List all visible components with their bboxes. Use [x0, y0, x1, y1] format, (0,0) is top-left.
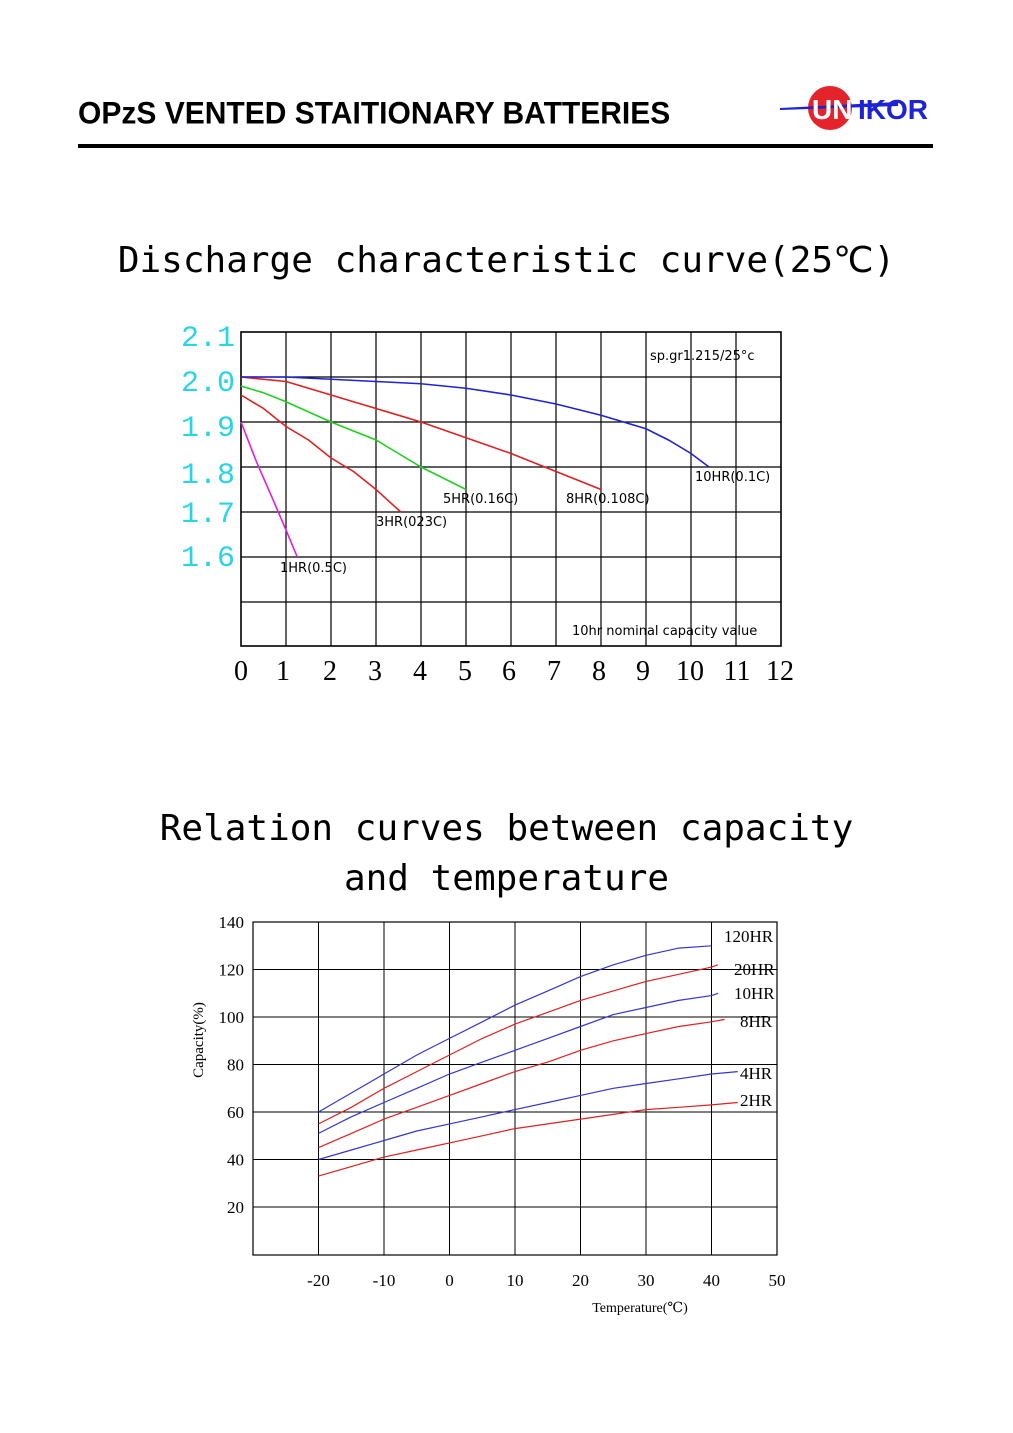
capacity-series-line: [318, 964, 719, 1125]
capacity-x-tick-label: 30: [638, 1271, 655, 1290]
capacity-series-label: 20HR: [734, 960, 775, 979]
discharge-x-tick-label: 12: [766, 656, 794, 687]
capacity-x-tick-label: 0: [445, 1271, 454, 1290]
capacity-x-axis-label: Temperature(℃): [592, 1301, 688, 1316]
discharge-series-label: 10HR(0.1C): [695, 470, 770, 485]
capacity-y-tick-label: 140: [219, 913, 245, 932]
discharge-x-tick-label: 4: [413, 656, 427, 687]
discharge-x-tick-label: 8: [592, 656, 606, 687]
capacity-y-tick-label: 100: [219, 1008, 245, 1027]
capacity-series-line: [318, 1071, 738, 1161]
capacity-y-tick-label: 120: [219, 961, 245, 980]
capacity-series-line: [318, 992, 719, 1134]
capacity-series-label: 2HR: [740, 1091, 773, 1110]
discharge-y-tick-label: 2.1: [181, 322, 235, 356]
discharge-y-tick-label: 1.9: [181, 412, 235, 446]
capacity-series-label: 120HR: [724, 927, 774, 946]
discharge-x-tick-label: 11: [724, 656, 751, 687]
capacity-series-line: [318, 1101, 738, 1177]
capacity-x-tick-label: -20: [307, 1271, 330, 1290]
capacity-series-label: 10HR: [734, 984, 775, 1003]
capacity-x-tick-label: 50: [769, 1271, 786, 1290]
capacity-series-line: [318, 945, 712, 1113]
unikor-logo: UN IKOR: [780, 86, 928, 130]
discharge-y-tick-label: 1.8: [181, 459, 235, 493]
discharge-x-tick-label: 9: [636, 656, 650, 687]
discharge-series-line: [241, 376, 710, 468]
discharge-annotation: sp.gr1.215/25°c: [650, 349, 755, 364]
logo-swoosh: [780, 102, 898, 110]
logo-text-ikor: IKOR: [858, 94, 928, 125]
capacity-x-tick-label: -10: [373, 1271, 396, 1290]
capacity-y-tick-label: 20: [227, 1198, 244, 1217]
capacity-y-axis-label: Capacity(%): [191, 1002, 207, 1078]
discharge-y-tick-label: 1.6: [181, 542, 235, 576]
discharge-y-tick-label: 1.7: [181, 498, 235, 532]
discharge-x-tick-label: 1: [276, 656, 290, 687]
capacity-x-tick-label: 20: [572, 1271, 589, 1290]
logo-text-un: UN: [812, 94, 852, 125]
capacity-chart-title-line1: Relation curves between capacity: [159, 808, 854, 849]
discharge-x-tick-label: 3: [368, 656, 382, 687]
capacity-series-label: 4HR: [740, 1064, 773, 1083]
discharge-x-tick-label: 0: [234, 656, 248, 687]
discharge-x-tick-label: 2: [323, 656, 337, 687]
capacity-series-label: 8HR: [740, 1012, 773, 1031]
discharge-chart: 2.12.01.91.81.71.60 1 2 3 4 5 6 7 8 9 10 11 12sp.gr1…: [181, 322, 794, 687]
header-divider: [78, 144, 933, 148]
discharge-chart-title: Discharge characteristic curve(25℃): [117, 240, 896, 281]
discharge-series-line: [240, 421, 298, 558]
discharge-series-line: [240, 394, 402, 513]
capacity-series-line: [318, 1018, 725, 1149]
discharge-x-tick-label: 6: [502, 656, 516, 687]
capacity-y-tick-label: 80: [227, 1056, 244, 1075]
page-header-title: OPzS VENTED STAITIONARY BATTERIES: [78, 96, 671, 131]
discharge-series-label: 5HR(0.16C): [443, 492, 518, 507]
capacity-x-tick-label: 40: [703, 1271, 720, 1290]
capacity-y-tick-label: 60: [227, 1103, 244, 1122]
discharge-y-tick-label: 2.0: [181, 367, 235, 401]
discharge-series-label: 3HR(023C): [376, 515, 447, 530]
discharge-series-label: 8HR(0.108C): [566, 492, 650, 507]
discharge-x-tick-label: 5: [458, 656, 472, 687]
capacity-y-tick-label: 40: [227, 1151, 244, 1170]
discharge-series-line: [240, 376, 602, 491]
discharge-series-line: [240, 385, 467, 491]
discharge-x-tick-label: 7: [547, 656, 561, 687]
discharge-x-axis-label: 10hr nominal capacity value: [572, 624, 757, 639]
discharge-x-tick-label: 10: [676, 656, 704, 687]
capacity-x-tick-label: 10: [507, 1271, 524, 1290]
capacity-chart-title-line2: and temperature: [343, 858, 670, 899]
discharge-series-label: 1HR(0.5C): [280, 561, 347, 576]
